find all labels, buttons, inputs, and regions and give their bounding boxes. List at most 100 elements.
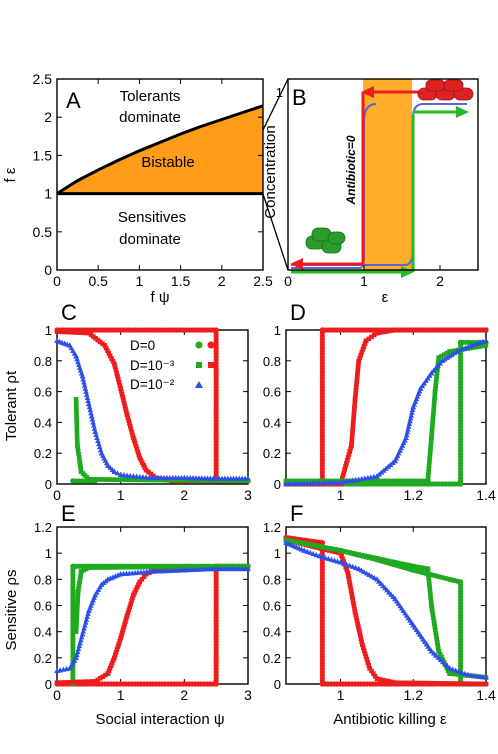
y-tick-label: 0 — [44, 262, 52, 278]
red-bacteria-cluster-icon — [417, 79, 474, 101]
x-tick-label: 2 — [436, 273, 444, 289]
y-tick-label: 0.4 — [34, 625, 52, 640]
data-point — [310, 550, 317, 557]
data-point — [117, 638, 123, 644]
data-point — [93, 589, 100, 595]
data-point — [95, 586, 102, 592]
data-point — [106, 668, 112, 674]
data-point — [480, 343, 486, 349]
data-point — [60, 329, 66, 335]
x-tick-label: 2 — [180, 687, 188, 703]
data-point — [120, 394, 126, 400]
data-point — [416, 388, 423, 394]
data-point — [349, 591, 355, 597]
data-point — [441, 327, 446, 333]
data-point — [340, 560, 347, 566]
data-point — [119, 630, 125, 635]
data-point — [350, 430, 355, 436]
data-point — [438, 327, 443, 333]
data-point — [82, 619, 89, 625]
data-point — [164, 477, 170, 483]
data-point — [410, 327, 416, 333]
data-point — [146, 564, 152, 570]
data-point — [312, 543, 318, 548]
data-point — [84, 394, 91, 400]
data-point — [447, 327, 452, 333]
data-point — [78, 569, 84, 574]
data-point — [432, 327, 437, 333]
data-point — [76, 584, 82, 589]
data-point — [358, 633, 363, 639]
data-point — [126, 607, 132, 613]
data-point — [167, 477, 173, 483]
data-point — [134, 584, 140, 590]
y-tick-label: 0 — [45, 677, 52, 692]
y-tick-label: 0.6 — [34, 385, 52, 400]
data-point — [462, 681, 468, 686]
data-point — [433, 386, 438, 391]
data-point — [417, 680, 422, 686]
data-point — [352, 564, 359, 570]
data-point — [343, 564, 349, 570]
data-point — [377, 677, 383, 682]
data-point — [335, 547, 340, 553]
data-point — [354, 376, 360, 381]
data-point — [353, 394, 358, 399]
data-point — [75, 596, 81, 601]
data-point — [477, 344, 483, 349]
data-point — [132, 438, 137, 443]
data-point — [136, 452, 142, 458]
data-point — [352, 400, 358, 405]
data-point — [356, 627, 362, 633]
data-point — [112, 652, 118, 658]
data-point — [410, 478, 416, 484]
data-point — [356, 552, 362, 557]
data-point — [84, 613, 91, 619]
data-point — [78, 679, 83, 685]
data-point — [101, 477, 107, 482]
panel-f-letter: F — [290, 501, 303, 526]
data-point — [74, 623, 79, 628]
data-point — [429, 603, 434, 608]
data-point — [283, 478, 289, 484]
data-point — [69, 679, 74, 685]
data-point — [89, 599, 95, 606]
data-point — [403, 432, 410, 438]
series-line — [286, 344, 487, 482]
data-point — [119, 564, 125, 570]
y-tick-label: 0.4 — [34, 415, 52, 430]
data-point — [81, 379, 87, 385]
data-point — [77, 578, 83, 583]
data-point — [103, 672, 108, 678]
data-point — [434, 636, 440, 642]
data-point — [69, 329, 74, 335]
data-point — [122, 403, 128, 409]
data-point — [100, 674, 106, 679]
data-point — [435, 327, 440, 333]
data-point — [354, 382, 359, 387]
data-point — [116, 380, 122, 385]
panel-b-xlabel: ε — [382, 289, 389, 306]
data-point — [374, 556, 380, 561]
data-point — [435, 645, 441, 651]
panel-b-bistable-band — [363, 79, 412, 270]
y-tick-label: 0.8 — [263, 572, 281, 587]
zoom-connector-bottom — [262, 193, 289, 271]
data-point — [316, 553, 323, 559]
data-point — [427, 590, 433, 596]
panel-d-series — [283, 327, 489, 487]
data-point — [137, 455, 143, 461]
data-point — [395, 478, 400, 484]
panel-c-legend: D=0 D=10⁻³ D=10⁻² — [130, 338, 215, 392]
data-point — [236, 564, 242, 569]
data-point — [242, 478, 248, 484]
panel-c-axes: 0 1 2 3 0 0.2 0.4 0.6 0.8 1 — [34, 323, 252, 503]
data-point — [215, 564, 221, 569]
data-point — [80, 330, 86, 336]
data-point — [73, 629, 79, 634]
x-tick-label: 0 — [53, 273, 61, 289]
data-point — [434, 370, 440, 376]
data-point — [432, 398, 437, 404]
data-point — [356, 358, 362, 364]
data-point — [63, 329, 68, 335]
